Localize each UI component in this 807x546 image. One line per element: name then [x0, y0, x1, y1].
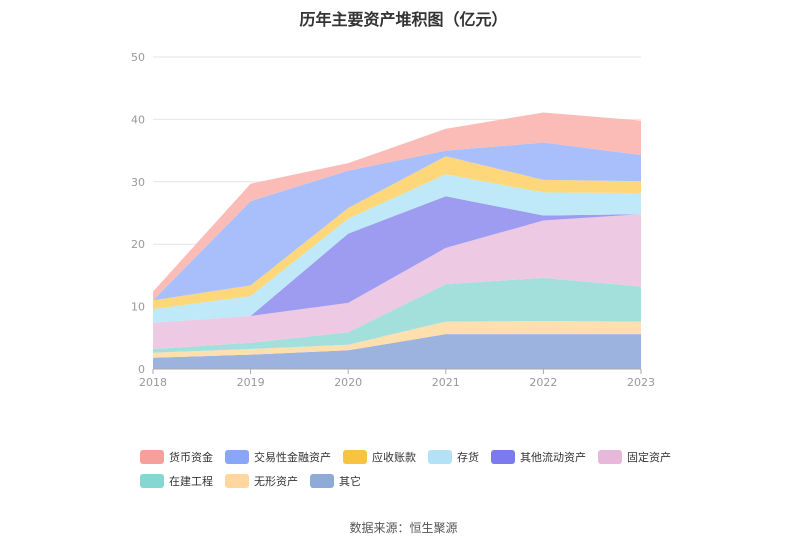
legend-item[interactable]: 货币资金 [140, 449, 213, 465]
x-tick-label: 2021 [432, 376, 460, 389]
legend-item[interactable]: 交易性金融资产 [225, 449, 331, 465]
x-tick-label: 2019 [237, 376, 265, 389]
chart-title: 历年主要资产堆积图（亿元） [299, 10, 508, 29]
y-tick-label: 40 [131, 113, 145, 126]
y-tick-label: 0 [138, 363, 145, 376]
area-series [153, 142, 641, 301]
legend-item[interactable]: 应收账款 [343, 449, 416, 465]
legend-swatch [598, 450, 622, 464]
x-tick-label: 2023 [627, 376, 655, 389]
legend-swatch [310, 474, 334, 488]
legend-label: 交易性金融资产 [254, 451, 331, 464]
stacked-area-chart: 0 10 20 30 40 50 2018 2019 2020 2021 2022 2023 [131, 51, 655, 389]
legend-swatch [343, 450, 367, 464]
chart-legend: 货币资金 交易性金融资产 应收账款 存货 其他流动资产 固定资产在建工程 无形资产 其它 [140, 449, 700, 489]
legend-swatch [225, 474, 249, 488]
legend-swatch [428, 450, 452, 464]
legend-item[interactable]: 无形资产 [225, 473, 298, 489]
x-tick-label: 2022 [529, 376, 557, 389]
legend-item[interactable]: 存货 [428, 449, 479, 465]
x-tick-label: 2020 [334, 376, 362, 389]
area-series [153, 334, 641, 369]
y-tick-label: 20 [131, 238, 145, 251]
legend-item[interactable]: 固定资产 [598, 449, 671, 465]
legend-label: 其他流动资产 [520, 451, 586, 464]
area-series [153, 196, 641, 323]
legend-label: 无形资产 [254, 475, 298, 488]
y-tick-label: 30 [131, 176, 145, 189]
area-series [153, 156, 641, 310]
area-series [153, 214, 641, 349]
legend-item[interactable]: 其他流动资产 [491, 449, 586, 465]
legend-label: 应收账款 [372, 451, 416, 464]
legend-item[interactable]: 其它 [310, 473, 361, 489]
x-tick-label: 2018 [139, 376, 167, 389]
area-series [153, 112, 641, 301]
legend-label: 其它 [339, 475, 361, 488]
legend-label: 固定资产 [627, 451, 671, 464]
legend-swatch [491, 450, 515, 464]
data-source-note: 数据来源：恒生聚源 [349, 521, 458, 535]
legend-swatch [140, 450, 164, 464]
y-tick-label: 10 [131, 301, 145, 314]
area-series [153, 321, 641, 358]
legend-label: 在建工程 [169, 475, 213, 488]
legend-swatch [140, 474, 164, 488]
legend-item[interactable]: 在建工程 [140, 473, 213, 489]
y-tick-label: 50 [131, 51, 145, 64]
legend-label: 货币资金 [169, 451, 213, 464]
legend-label: 存货 [457, 451, 479, 464]
area-series [153, 277, 641, 353]
area-series [153, 174, 641, 323]
legend-swatch [225, 450, 249, 464]
